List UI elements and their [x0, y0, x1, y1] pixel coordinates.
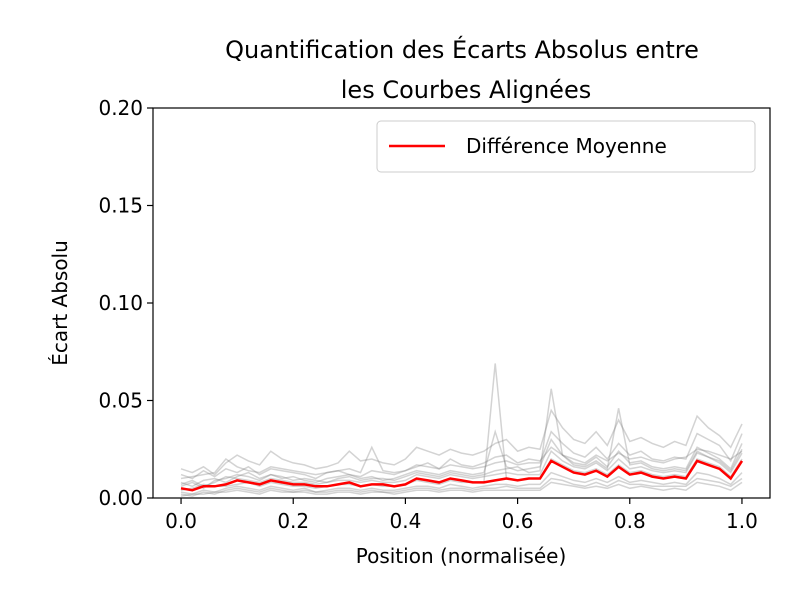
individual-curve-5 — [180, 481, 743, 497]
series-line-mean — [180, 459, 744, 492]
y-axis-ticks: 0.00 0.05 0.10 0.15 0.20 — [98, 96, 153, 510]
y-tick-label: 0.00 — [98, 486, 143, 510]
individual-curve-6 — [180, 388, 743, 488]
chart-title-line-2: les Courbes Alignées — [341, 76, 591, 104]
x-tick-label: 0.2 — [277, 509, 309, 533]
x-tick-label: 0.0 — [165, 509, 197, 533]
y-tick-label: 0.15 — [98, 194, 143, 218]
chart-title-line-1: Quantification des Écarts Absolus entre — [225, 35, 699, 64]
legend-box — [376, 120, 756, 173]
x-axis-label: Position (normalisée) — [356, 544, 567, 568]
y-tick-label: 0.20 — [98, 96, 143, 120]
x-axis-ticks: 0.0 0.2 0.4 0.6 0.8 1.0 — [165, 498, 758, 533]
individual-curve-2 — [180, 429, 743, 490]
chart-title: Quantification des Écarts Absolus entre … — [225, 35, 699, 104]
mean-series — [180, 459, 744, 492]
x-tick-label: 1.0 — [726, 509, 758, 533]
individual-curve-10 — [180, 449, 743, 488]
individual-curve-3 — [180, 471, 743, 495]
y-tick-label: 0.05 — [98, 389, 143, 413]
individual-curve-9 — [180, 477, 743, 497]
y-axis-label: Écart Absolu — [48, 240, 72, 366]
legend: Différence Moyenne — [376, 120, 756, 173]
legend-label-mean: Différence Moyenne — [466, 134, 667, 158]
individual-curves — [180, 363, 743, 497]
x-tick-label: 0.4 — [390, 509, 422, 533]
x-tick-label: 0.6 — [502, 509, 534, 533]
individual-curve-7 — [180, 363, 743, 491]
x-tick-label: 0.8 — [614, 509, 646, 533]
y-tick-label: 0.10 — [98, 291, 143, 315]
individual-curve-8 — [180, 430, 743, 480]
individual-curve-4 — [180, 408, 743, 476]
individual-curve-1 — [180, 446, 743, 480]
